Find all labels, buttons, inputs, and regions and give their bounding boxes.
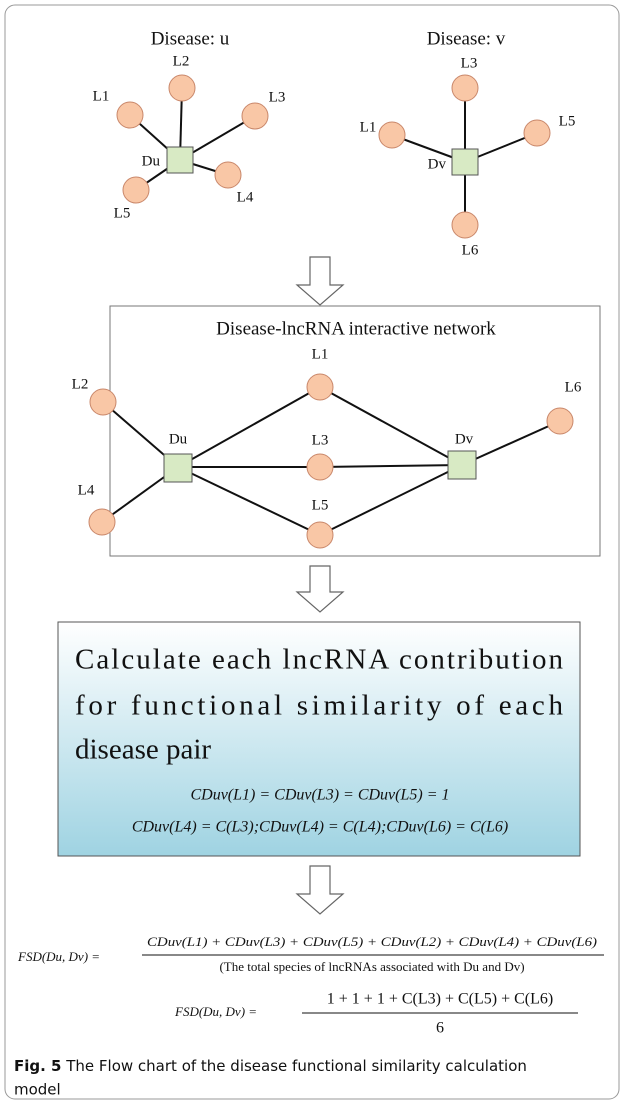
title: Disease: v bbox=[427, 28, 506, 49]
label: L2 bbox=[173, 53, 190, 69]
arrow bbox=[295, 865, 345, 915]
formula-lhs: FSD(Du, Dv) = bbox=[17, 949, 100, 964]
disease-node bbox=[166, 146, 194, 174]
label: L1 bbox=[312, 346, 329, 362]
node bbox=[306, 453, 334, 481]
caption-label: Fig. 5 bbox=[14, 1057, 61, 1075]
arrow bbox=[295, 565, 345, 613]
step-line: disease pair bbox=[75, 734, 211, 766]
node bbox=[523, 119, 551, 147]
label: L6 bbox=[462, 242, 479, 258]
node bbox=[306, 373, 334, 401]
edge bbox=[319, 464, 463, 468]
label: L4 bbox=[78, 482, 95, 498]
label: L3 bbox=[269, 89, 286, 105]
node bbox=[546, 407, 574, 435]
numerator: CDuv(L1) + CDuv(L3) + CDuv(L5) + CDuv(L2… bbox=[147, 934, 597, 949]
step-box: Calculate each lncRNA contribution for f… bbox=[57, 621, 581, 857]
label: Du bbox=[142, 153, 161, 169]
graph-u: Disease: u Du L1 L2 L3 L4 L5 bbox=[93, 28, 286, 221]
network: Disease-lncRNA interactive network Du Dv… bbox=[72, 305, 601, 557]
node bbox=[122, 176, 150, 204]
node bbox=[116, 101, 144, 129]
node bbox=[89, 388, 117, 416]
denominator: (The total species of lncRNAs associated… bbox=[219, 959, 524, 974]
label: L3 bbox=[312, 432, 329, 448]
node bbox=[241, 102, 269, 130]
title: Disease-lncRNA interactive network bbox=[216, 318, 496, 339]
network-frame bbox=[109, 305, 601, 557]
label: L5 bbox=[312, 497, 329, 513]
label: L3 bbox=[461, 55, 478, 71]
disease-node bbox=[447, 450, 477, 480]
label: L2 bbox=[72, 376, 89, 392]
step-line: Calculate each lncRNA contribution bbox=[75, 644, 564, 676]
caption-text: model bbox=[14, 1081, 61, 1099]
disease-node bbox=[163, 453, 193, 483]
label: L6 bbox=[565, 379, 582, 395]
label: Dv bbox=[455, 431, 474, 447]
edge bbox=[319, 464, 463, 536]
node bbox=[214, 161, 242, 189]
node bbox=[88, 508, 116, 536]
label: L5 bbox=[114, 205, 131, 221]
node bbox=[378, 121, 406, 149]
formula: CDuv(L1) = CDuv(L3) = CDuv(L5) = 1 bbox=[190, 787, 449, 804]
step-frame bbox=[57, 621, 581, 857]
numerator: 1 + 1 + 1 + C(L3) + C(L5) + C(L6) bbox=[327, 991, 553, 1008]
arrow bbox=[295, 256, 345, 306]
label: Du bbox=[169, 431, 188, 447]
disease-node bbox=[451, 148, 479, 176]
node bbox=[451, 74, 479, 102]
caption-text: The Flow chart of the disease functional… bbox=[61, 1057, 526, 1075]
label: L1 bbox=[360, 119, 377, 135]
edge bbox=[177, 466, 321, 536]
formula-lhs: FSD(Du, Dv) = bbox=[174, 1004, 257, 1019]
step-line: for functional similarity of each bbox=[75, 690, 564, 722]
formula: CDuv(L4) = C(L3);CDuv(L4) = C(L4);CDuv(L… bbox=[132, 819, 508, 836]
node bbox=[306, 521, 334, 549]
denominator: 6 bbox=[436, 1020, 444, 1037]
label: L1 bbox=[93, 88, 110, 104]
edge bbox=[461, 420, 561, 466]
caption: Fig. 5 The Flow chart of the disease fun… bbox=[14, 1057, 527, 1075]
edge bbox=[177, 386, 321, 468]
title: Disease: u bbox=[151, 28, 230, 49]
label: L4 bbox=[237, 189, 254, 205]
label: Dv bbox=[428, 156, 447, 172]
label: L5 bbox=[559, 113, 576, 129]
graph-v: Disease: v Dv L1 L3 L5 L6 bbox=[360, 28, 576, 258]
node bbox=[451, 211, 479, 239]
node bbox=[168, 74, 196, 102]
edge bbox=[319, 386, 463, 466]
result: FSD(Du, Dv) = CDuv(L1) + CDuv(L3) + CDuv… bbox=[17, 934, 604, 1037]
